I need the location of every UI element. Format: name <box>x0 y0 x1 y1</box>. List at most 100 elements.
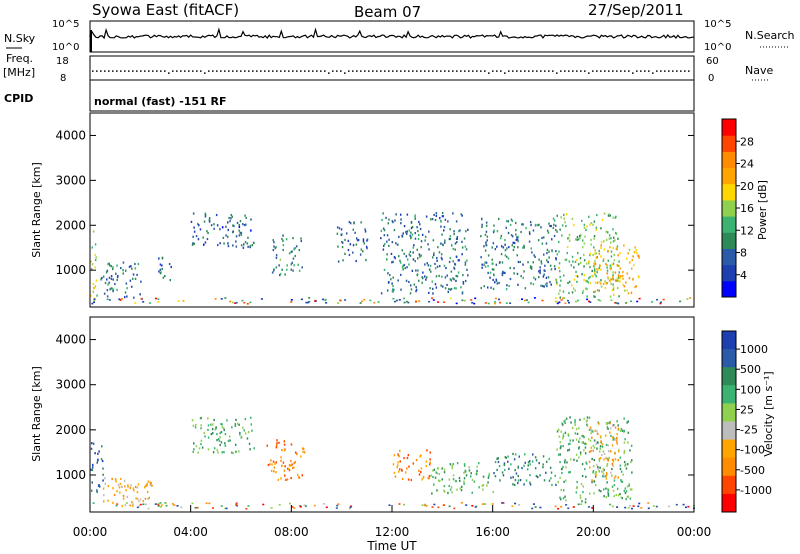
scatter-cell <box>571 217 574 220</box>
scatter-cell <box>609 264 612 267</box>
scatter-cell <box>202 236 204 239</box>
scatter-cell <box>483 245 485 248</box>
scatter-cell <box>110 277 113 280</box>
scatter-cell <box>455 274 457 278</box>
ground-scatter-cell <box>687 505 690 508</box>
freq-point <box>476 70 478 72</box>
scatter-cell <box>98 450 100 453</box>
freq-point <box>404 70 406 72</box>
scatter-cell <box>635 285 637 288</box>
scatter-cell <box>103 292 106 295</box>
freq-point <box>556 72 558 74</box>
scatter-cell <box>458 259 460 262</box>
scatter-cell <box>399 468 401 471</box>
scatter-cell <box>571 291 574 294</box>
scatter-cell <box>553 223 555 226</box>
scatter-cell <box>608 456 610 459</box>
scatter-cell <box>546 229 549 232</box>
scatter-cell <box>227 221 229 224</box>
scatter-cell <box>609 450 612 453</box>
scatter-cell <box>137 483 140 486</box>
scatter-cell <box>574 289 576 292</box>
freq-point <box>252 70 254 72</box>
scatter-cell <box>387 222 389 225</box>
scatter-cell <box>102 467 104 470</box>
scatter-cell <box>215 426 217 429</box>
scatter-cell <box>344 252 346 255</box>
scatter-cell <box>593 295 595 298</box>
scatter-cell <box>627 463 629 466</box>
scatter-cell <box>450 279 452 282</box>
freq-point <box>256 70 258 72</box>
ground-scatter-cell <box>157 505 160 507</box>
scatter-cell <box>132 273 135 276</box>
scatter-cell <box>217 451 219 454</box>
scatter-cell <box>211 428 214 431</box>
scatter-cell <box>390 252 393 255</box>
scatter-cell <box>228 216 230 220</box>
scatter-cell <box>585 443 587 446</box>
scatter-cell <box>499 479 501 482</box>
scatter-cell <box>625 467 628 470</box>
scatter-cell <box>597 268 599 271</box>
scatter-cell <box>410 236 413 239</box>
scatter-cell <box>594 290 597 293</box>
scatter-cell <box>620 496 623 499</box>
y-tick-label: 4000 <box>55 128 86 142</box>
scatter-cell <box>527 261 529 264</box>
scatter-cell <box>410 288 413 291</box>
scatter-cell <box>347 248 350 252</box>
scatter-cell <box>588 215 590 218</box>
freq-point <box>380 70 382 72</box>
scatter-cell <box>392 285 394 288</box>
scatter-cell <box>564 459 566 462</box>
freq-point <box>356 70 358 72</box>
scatter-cell <box>617 476 619 479</box>
scatter-cell <box>605 238 608 241</box>
scatter-cell <box>485 230 488 233</box>
scatter-cell <box>400 213 402 216</box>
scatter-cell <box>492 231 495 234</box>
power-colorbar-band <box>722 167 736 185</box>
scatter-cell <box>341 241 344 244</box>
scatter-cell <box>559 284 561 287</box>
scatter-cell <box>111 287 114 290</box>
scatter-cell <box>461 240 463 243</box>
scatter-cell <box>529 232 531 235</box>
scatter-cell <box>249 244 252 248</box>
ground-scatter-cell <box>212 507 214 509</box>
ground-scatter-cell <box>369 299 372 302</box>
scatter-cell <box>510 218 513 221</box>
scatter-cell <box>113 493 116 497</box>
scatter-cell <box>398 255 400 258</box>
scatter-cell <box>550 224 552 228</box>
scatter-cell <box>534 467 537 470</box>
scatter-cell <box>245 216 247 219</box>
scatter-cell <box>543 269 545 272</box>
scatter-cell <box>627 420 629 423</box>
ground-scatter-cell <box>224 297 227 299</box>
scatter-cell <box>122 269 124 272</box>
scatter-cell <box>573 224 575 227</box>
scatter-cell <box>543 285 545 288</box>
scatter-cell <box>244 418 247 421</box>
scatter-cell <box>193 442 195 445</box>
scatter-cell <box>608 450 610 453</box>
scatter-cell <box>562 445 564 448</box>
scatter-cell <box>529 265 532 268</box>
scatter-cell <box>274 247 277 250</box>
scatter-cell <box>414 214 416 217</box>
scatter-cell <box>611 444 614 447</box>
scatter-cell <box>212 432 214 435</box>
freq-point <box>472 70 474 72</box>
scatter-cell <box>352 228 354 231</box>
scatter-cell <box>521 223 523 226</box>
scatter-cell <box>623 285 626 288</box>
scatter-cell <box>91 468 94 471</box>
ground-scatter-cell <box>403 503 405 506</box>
scatter-cell <box>547 261 549 264</box>
scatter-cell <box>579 418 581 421</box>
scatter-cell <box>484 233 487 236</box>
scatter-cell <box>510 476 512 479</box>
scatter-cell <box>628 484 630 487</box>
